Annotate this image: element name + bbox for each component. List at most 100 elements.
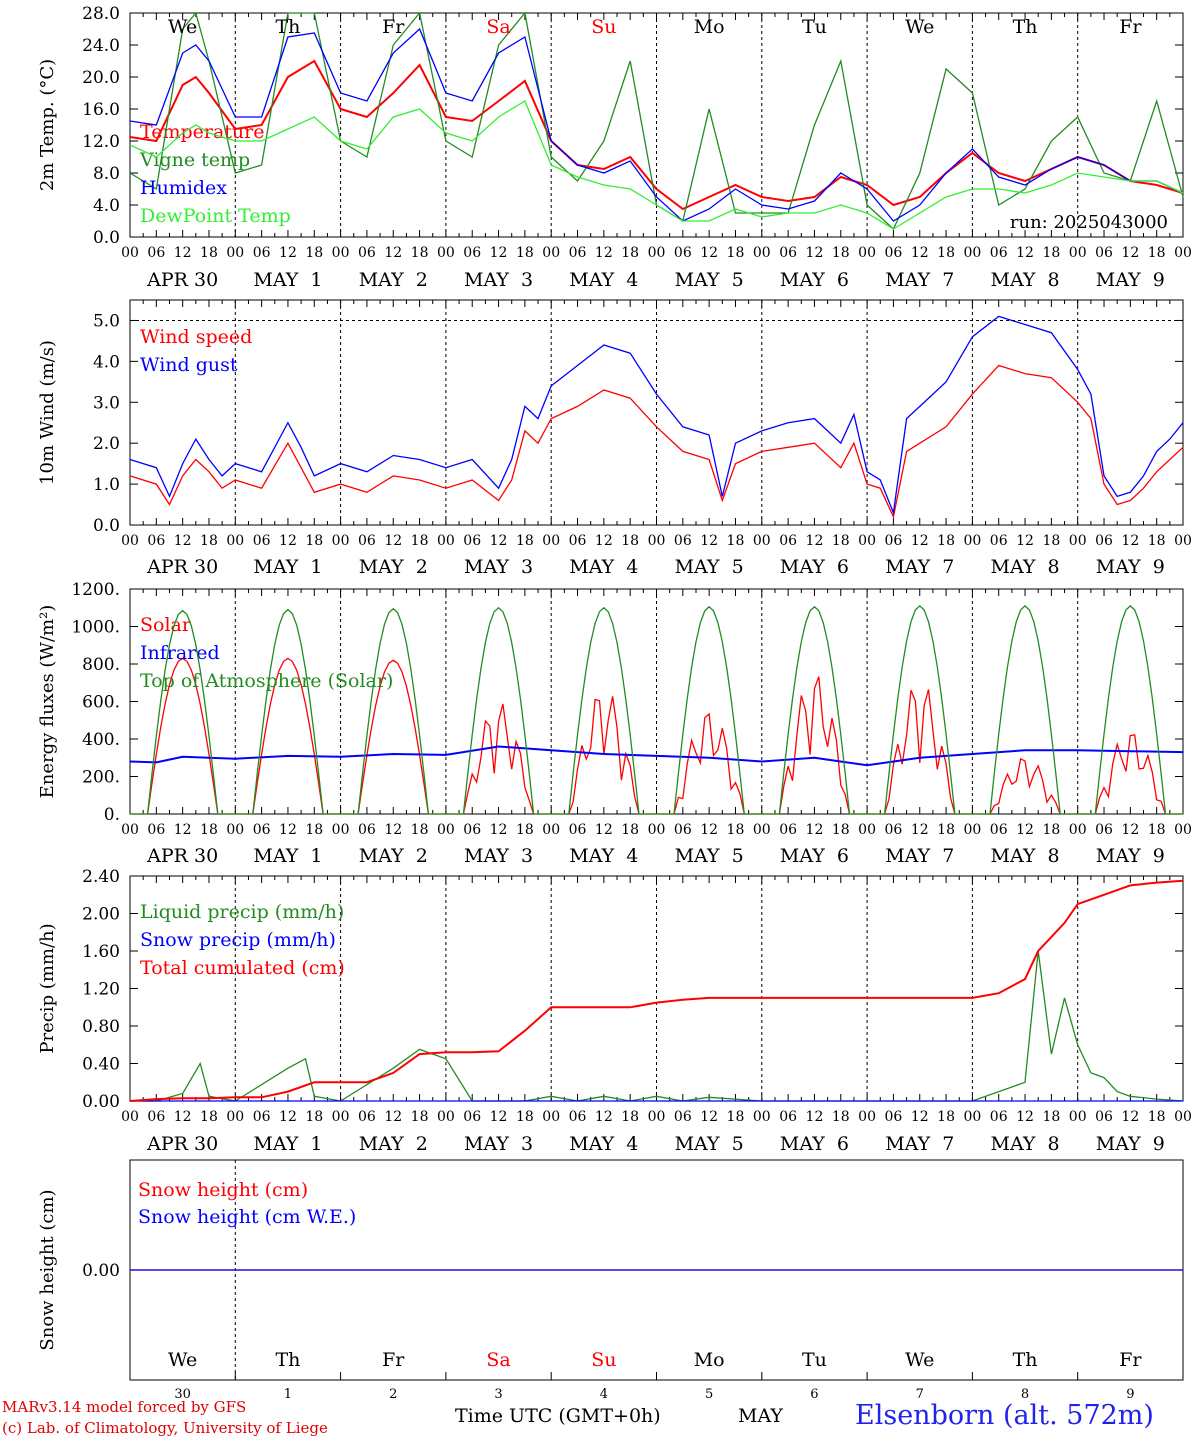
hour-label: 00 xyxy=(226,1109,244,1125)
date-label: MAY 1 xyxy=(253,556,322,578)
y-tick-label: 0.00 xyxy=(82,1261,120,1281)
hour-label: 06 xyxy=(674,1109,692,1125)
hour-label: 00 xyxy=(753,533,771,549)
hour-label: 18 xyxy=(411,822,429,838)
date-label: MAY 6 xyxy=(780,1133,849,1155)
hour-label: 12 xyxy=(279,533,297,549)
hour-label: 06 xyxy=(779,245,797,261)
y-tick-label: 1.60 xyxy=(82,942,120,962)
hour-label: 06 xyxy=(358,245,376,261)
hour-label: 12 xyxy=(490,822,508,838)
hour-label: 18 xyxy=(621,822,639,838)
legend-entry: Top of Atmosphere (Solar) xyxy=(140,670,393,692)
hour-label: 06 xyxy=(463,822,481,838)
hour-label: 18 xyxy=(305,1109,323,1125)
hour-label: 12 xyxy=(174,822,192,838)
hour-label: 06 xyxy=(885,533,903,549)
series-line-vigne-temp xyxy=(129,11,1184,231)
hour-label: 06 xyxy=(1095,822,1113,838)
series-line-total-cumulated-cm- xyxy=(129,879,1184,1102)
hour-label: 00 xyxy=(437,1109,455,1125)
date-label: APR 30 xyxy=(146,845,218,867)
y-tick-label: 2.0 xyxy=(93,434,120,454)
y-tick-label: 200. xyxy=(82,768,120,788)
hour-label: 18 xyxy=(727,245,745,261)
day-number: 6 xyxy=(810,1387,818,1402)
weekday-label: Fr xyxy=(1119,16,1142,38)
legend-entry: Wind speed xyxy=(140,326,252,348)
y-tick-label: 5.0 xyxy=(93,311,120,331)
hour-label: 12 xyxy=(806,822,824,838)
hour-label: 00 xyxy=(332,1109,350,1125)
y-tick-label: 28.0 xyxy=(82,4,120,24)
hour-label: 18 xyxy=(305,822,323,838)
hour-label: 18 xyxy=(621,533,639,549)
hour-label: 06 xyxy=(779,533,797,549)
date-label: MAY 7 xyxy=(885,556,954,578)
hour-label: 06 xyxy=(885,822,903,838)
legend-entry: Humidex xyxy=(140,177,227,199)
hour-label: 18 xyxy=(832,533,850,549)
y-tick-label: 1.20 xyxy=(82,980,120,1000)
hour-label: 18 xyxy=(200,822,218,838)
date-label: MAY 5 xyxy=(675,1133,744,1155)
hour-label: 18 xyxy=(727,533,745,549)
hour-label: 12 xyxy=(806,1109,824,1125)
hour-label: 18 xyxy=(937,822,955,838)
month-label: MAY xyxy=(738,1405,783,1427)
hour-label: 12 xyxy=(1016,533,1034,549)
date-label: APR 30 xyxy=(146,1133,218,1155)
y-tick-label: 400. xyxy=(82,730,120,750)
weekday-label: Fr xyxy=(1119,1349,1142,1371)
hour-label: 06 xyxy=(253,533,271,549)
weekday-label: Tu xyxy=(802,1349,827,1371)
hour-label: 18 xyxy=(516,533,534,549)
hour-label: 06 xyxy=(569,822,587,838)
y-tick-label: 1200. xyxy=(71,580,120,600)
hour-label: 00 xyxy=(648,822,666,838)
y-tick-label: 2.00 xyxy=(82,905,120,925)
hour-label: 18 xyxy=(937,533,955,549)
y-tick-label: 0.00 xyxy=(82,1092,120,1112)
date-label: MAY 6 xyxy=(780,556,849,578)
weekday-label: Su xyxy=(591,16,616,38)
date-label: MAY 2 xyxy=(359,845,428,867)
y-tick-label: 600. xyxy=(82,693,120,713)
hour-label: 12 xyxy=(806,245,824,261)
day-number: 30 xyxy=(174,1387,191,1402)
date-label: MAY 4 xyxy=(569,556,638,578)
hour-label: 00 xyxy=(542,822,560,838)
hour-label: 18 xyxy=(305,533,323,549)
hour-label: 00 xyxy=(332,245,350,261)
hour-label: 00 xyxy=(226,822,244,838)
hour-label: 00 xyxy=(332,533,350,549)
y-tick-label: 12.0 xyxy=(82,132,120,152)
hour-label: 18 xyxy=(516,245,534,261)
hour-label: 00 xyxy=(121,822,139,838)
y-axis-label: 10m Wind (m/s) xyxy=(37,340,58,485)
hour-label: 00 xyxy=(1174,533,1192,549)
hour-label: 06 xyxy=(463,245,481,261)
hour-label: 00 xyxy=(1174,1109,1192,1125)
y-tick-label: 8.0 xyxy=(93,164,120,184)
date-label: MAY 8 xyxy=(990,269,1059,291)
hour-label: 18 xyxy=(621,1109,639,1125)
hour-label: 18 xyxy=(1042,245,1060,261)
date-label: MAY 2 xyxy=(359,269,428,291)
hour-label: 00 xyxy=(858,822,876,838)
legend-entry: Wind gust xyxy=(140,354,238,376)
hour-label: 06 xyxy=(147,1109,165,1125)
hour-label: 12 xyxy=(279,822,297,838)
weekday-label: Th xyxy=(1013,1349,1038,1371)
hour-label: 06 xyxy=(885,245,903,261)
hour-label: 12 xyxy=(700,533,718,549)
hour-label: 00 xyxy=(858,245,876,261)
hour-label: 00 xyxy=(542,245,560,261)
hour-label: 00 xyxy=(1069,1109,1087,1125)
hour-label: 18 xyxy=(516,822,534,838)
y-tick-label: 0. xyxy=(104,805,120,825)
hour-label: 18 xyxy=(937,1109,955,1125)
hour-label: 12 xyxy=(595,822,613,838)
legend-entry: Infrared xyxy=(140,642,220,664)
hour-label: 12 xyxy=(490,1109,508,1125)
